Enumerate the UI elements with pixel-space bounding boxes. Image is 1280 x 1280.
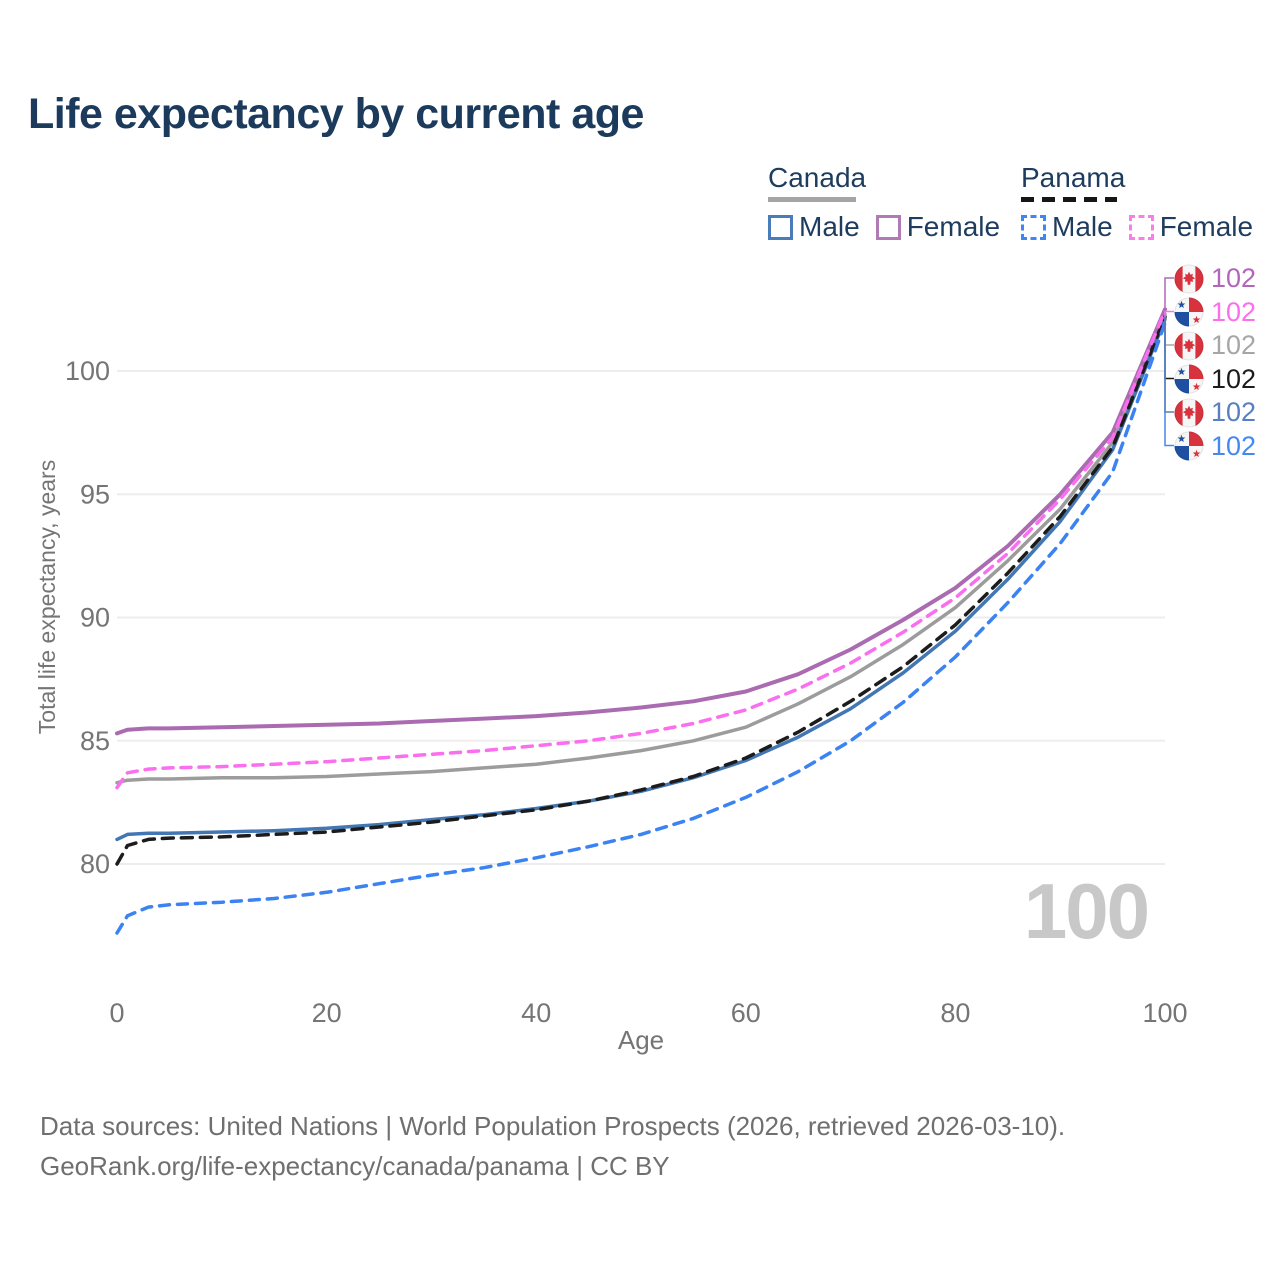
x-tick-label-100: 100 xyxy=(1142,998,1187,1028)
end-label-value: 102 xyxy=(1211,363,1257,394)
legend-item-panama-female[interactable]: Female xyxy=(1128,211,1254,243)
leader-line-panama-female xyxy=(1164,310,1174,317)
canada-male-swatch-icon xyxy=(768,214,793,240)
y-tick-label-95: 95 xyxy=(80,479,110,509)
y-tick-label-80: 80 xyxy=(80,849,110,879)
series-line-canada-all[interactable] xyxy=(115,312,1167,785)
y-tick-label-100: 100 xyxy=(65,356,110,386)
page-title: Life expectancy by current age xyxy=(28,90,644,138)
legend-item-label: Male xyxy=(799,211,860,242)
end-label-value: 102 xyxy=(1211,330,1257,360)
legend-item-label: Female xyxy=(1159,211,1254,242)
y-tick-label-85: 85 xyxy=(80,726,110,756)
leader-line-canada-all xyxy=(1164,317,1174,346)
footer-sources: Data sources: United Nations | World Pop… xyxy=(40,1111,1066,1141)
legend-canada-label: Canada xyxy=(768,162,867,193)
end-label-value: 102 xyxy=(1211,263,1257,293)
series-line-canada-female[interactable] xyxy=(115,307,1167,736)
age-watermark: 100 xyxy=(1023,867,1150,955)
end-label-value: 102 xyxy=(1211,296,1257,327)
y-axis-title: Total life expectancy, years xyxy=(34,459,60,735)
x-tick-label-20: 20 xyxy=(312,998,342,1028)
x-tick-label-60: 60 xyxy=(731,998,761,1028)
panama-female-swatch-icon xyxy=(1128,214,1154,240)
end-label-panama-male: 102 xyxy=(1174,431,1256,462)
leader-line-panama-all xyxy=(1164,317,1174,380)
legend-group-panama: Panama Male Female xyxy=(1021,162,1253,243)
canada-flag-icon xyxy=(1174,264,1204,293)
series-line-panama-male[interactable] xyxy=(115,321,1167,935)
series-line-panama-female[interactable] xyxy=(115,308,1167,790)
end-label-canada-male: 102 xyxy=(1174,397,1256,428)
canada-flag-icon xyxy=(1174,398,1204,427)
canada-flag-icon xyxy=(1174,331,1204,360)
end-label-value: 102 xyxy=(1211,430,1257,461)
x-tick-label-0: 0 xyxy=(109,998,124,1028)
legend-item-canada-male[interactable]: Male xyxy=(768,211,860,243)
panama-male-swatch-icon xyxy=(1021,214,1046,240)
leader-line-panama-male xyxy=(1164,317,1174,447)
x-tick-label-80: 80 xyxy=(940,998,970,1028)
end-label-panama-female: 102 xyxy=(1174,297,1256,328)
end-label-value: 102 xyxy=(1211,397,1257,427)
x-axis-title: Age xyxy=(617,1025,665,1055)
panama-flag-icon xyxy=(1174,364,1204,394)
panama-flag-icon xyxy=(1174,297,1204,327)
footer: Data sources: United Nations | World Pop… xyxy=(40,1106,1065,1186)
legend-item-label: Female xyxy=(906,211,1001,242)
leader-line-canada-male xyxy=(1164,317,1174,413)
panama-flag-icon xyxy=(1174,431,1204,461)
end-label-canada-all: 102 xyxy=(1174,330,1256,361)
end-label-canada-female: 102 xyxy=(1174,263,1256,294)
leader-line-canada-female xyxy=(1164,277,1174,317)
canada-solid-line-sample xyxy=(768,197,856,202)
y-tick-label-90: 90 xyxy=(80,603,110,633)
x-tick-label-40: 40 xyxy=(521,998,551,1028)
legend-item-label: Male xyxy=(1052,211,1113,242)
panama-dashed-line-sample xyxy=(1021,197,1117,202)
series-line-panama-all[interactable] xyxy=(115,315,1167,866)
legend-item-canada-female[interactable]: Female xyxy=(875,211,1001,243)
end-label-panama-all: 102 xyxy=(1174,364,1256,395)
legend-item-panama-male[interactable]: Male xyxy=(1021,211,1113,243)
legend-panama-label: Panama xyxy=(1021,162,1126,193)
footer-url: GeoRank.org/life-expectancy/canada/panam… xyxy=(40,1151,670,1181)
canada-female-swatch-icon xyxy=(875,214,901,240)
series-line-canada-male[interactable] xyxy=(115,317,1167,842)
legend-group-canada: Canada Male Female xyxy=(768,162,1000,243)
